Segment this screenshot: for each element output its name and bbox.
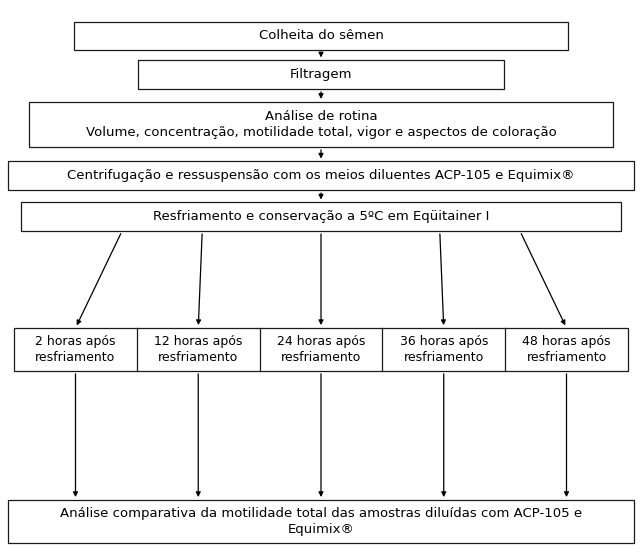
- Text: 48 horas após
resfriamento: 48 horas após resfriamento: [522, 335, 611, 364]
- FancyBboxPatch shape: [8, 161, 634, 190]
- Text: Análise de rotina
Volume, concentração, motilidade total, vigor e aspectos de co: Análise de rotina Volume, concentração, …: [85, 110, 557, 139]
- Text: Filtragem: Filtragem: [290, 68, 352, 81]
- Text: 36 horas após
resfriamento: 36 horas após resfriamento: [399, 335, 488, 364]
- FancyBboxPatch shape: [138, 60, 504, 89]
- FancyBboxPatch shape: [74, 22, 568, 50]
- FancyBboxPatch shape: [8, 500, 634, 543]
- Text: Resfriamento e conservação a 5ºC em Eqüitainer I: Resfriamento e conservação a 5ºC em Eqüi…: [153, 210, 489, 223]
- Text: 12 horas após
resfriamento: 12 horas após resfriamento: [154, 335, 243, 364]
- FancyBboxPatch shape: [21, 202, 621, 231]
- Text: Centrifugação e ressuspensão com os meios diluentes ACP-105 e Equimix®: Centrifugação e ressuspensão com os meio…: [67, 169, 575, 182]
- Text: Colheita do sêmen: Colheita do sêmen: [259, 29, 383, 43]
- Text: 2 horas após
resfriamento: 2 horas após resfriamento: [35, 335, 116, 364]
- FancyBboxPatch shape: [14, 328, 628, 371]
- Text: Análise comparativa da motilidade total das amostras diluídas com ACP-105 e
Equi: Análise comparativa da motilidade total …: [60, 507, 582, 536]
- Text: 24 horas após
resfriamento: 24 horas após resfriamento: [277, 335, 365, 364]
- FancyBboxPatch shape: [29, 102, 613, 147]
